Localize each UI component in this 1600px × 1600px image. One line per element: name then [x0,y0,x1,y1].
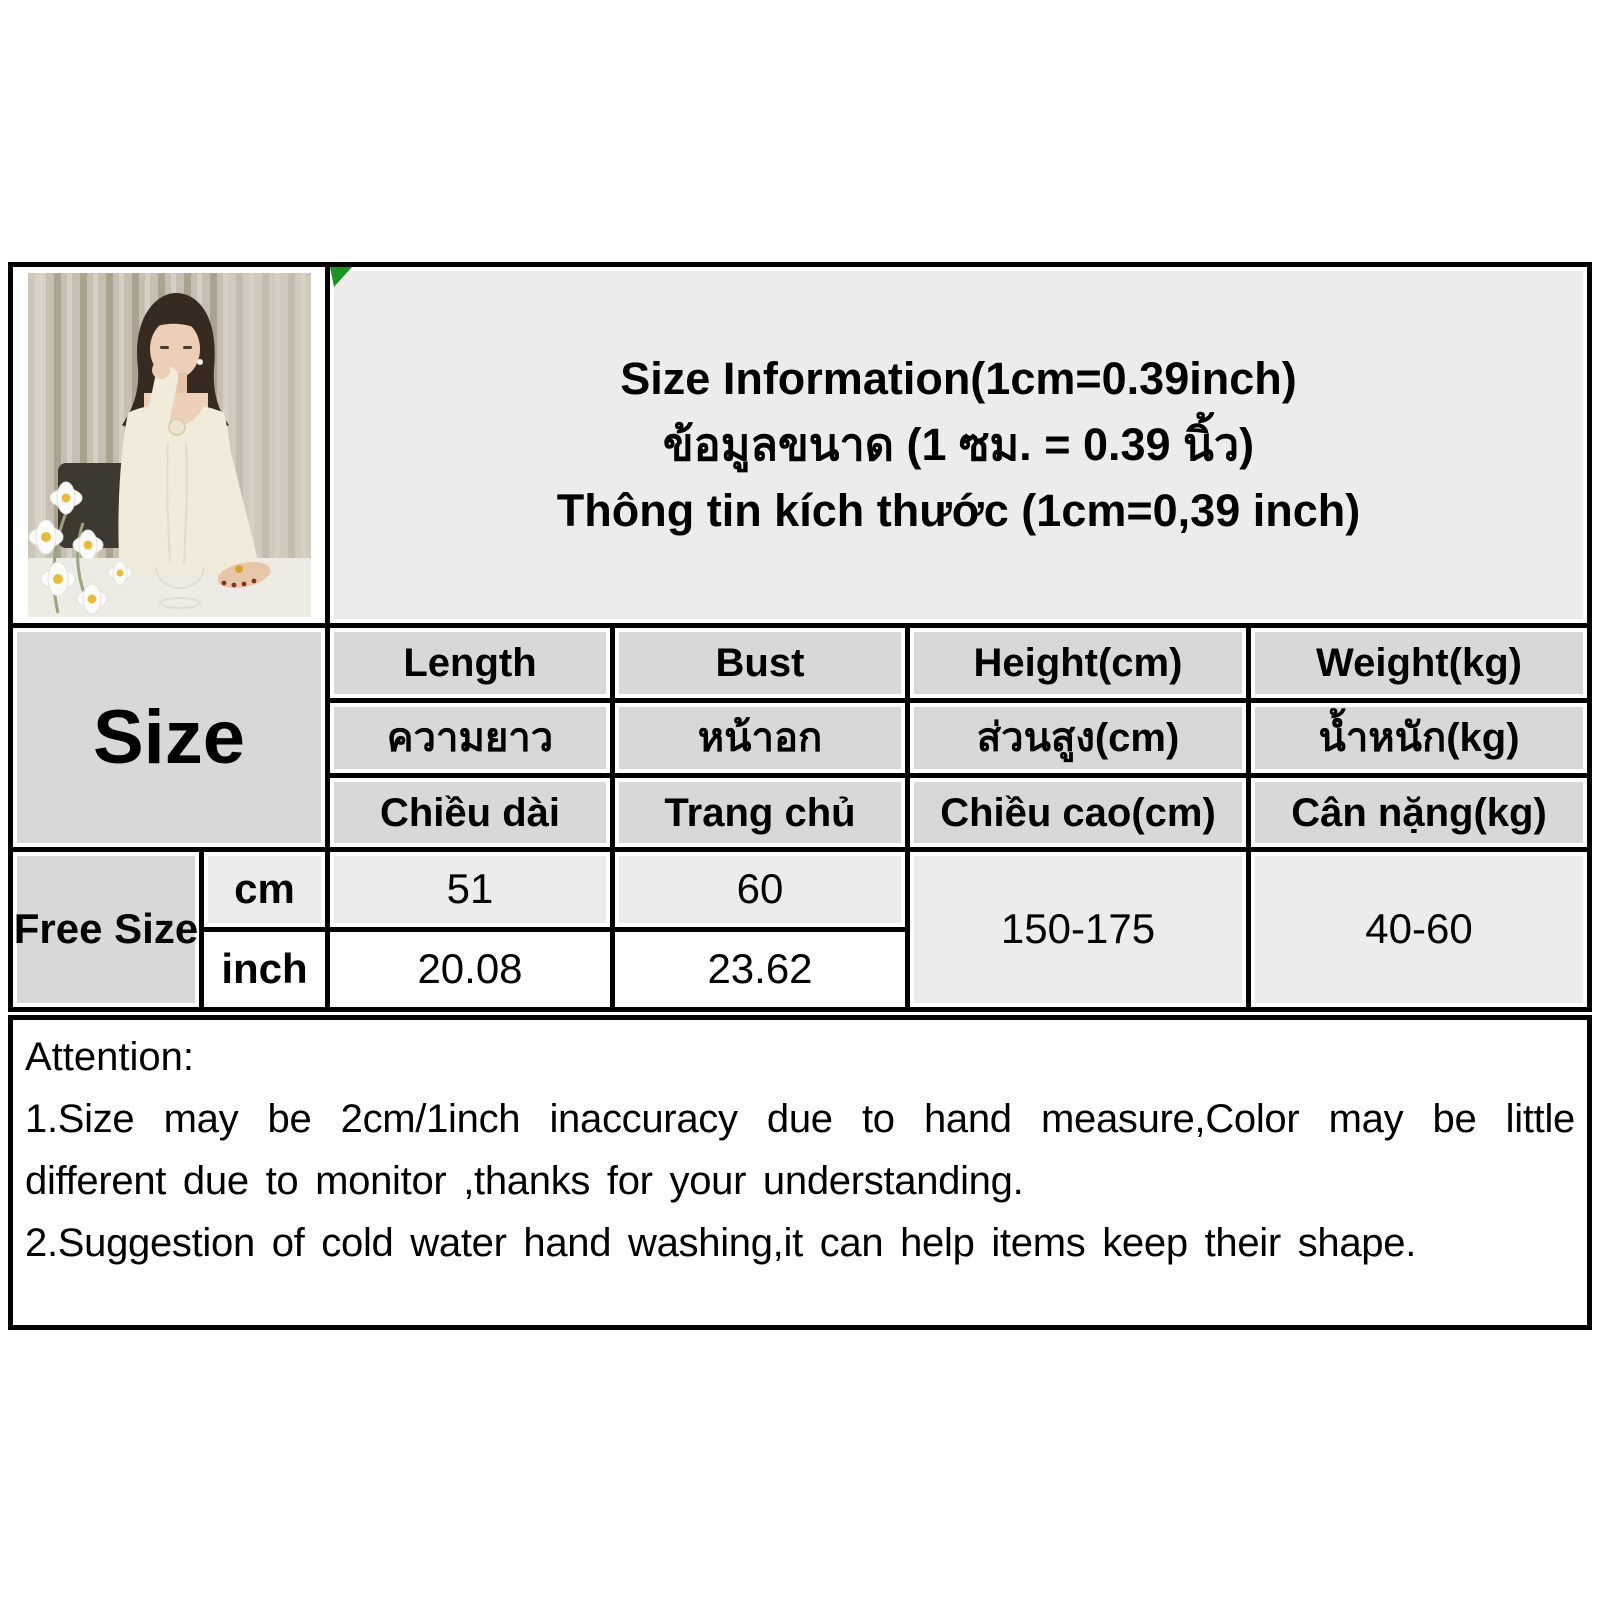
raised-sleeve [134,366,178,487]
value-height-range: 150-175 [910,852,1246,1007]
size-corner-label: Size [13,628,325,847]
header-weight-en: Weight(kg) [1251,628,1587,698]
header-height-vi: Chiều cao(cm) [910,778,1246,847]
attention-note: Attention: 1.Size may be 2cm/1inch inacc… [8,1015,1592,1330]
unit-inch: inch [204,932,325,1007]
title-vietnamese: Thông tin kích thước (1cm=0,39 inch) [556,485,1361,536]
attention-line-1: 1.Size may be 2cm/1inch inaccuracy due t… [25,1097,1575,1203]
header-length-th: ความยาว [330,703,610,773]
title-thai: ข้อมูลขนาด (1 ซม. = 0.39 นิ้ว) [662,419,1255,470]
header-bust-en: Bust [615,628,905,698]
attention-title: Attention: [25,1035,195,1079]
value-length-inch: 20.08 [330,932,610,1007]
hand-on-table [216,561,271,589]
product-photo-cell [13,267,325,623]
header-bust-th: หน้าอก [615,703,905,773]
chair [57,463,130,548]
title-cell: Size Information(1cm=0.39inch) ข้อมูลขนา… [330,267,1587,623]
header-height-en: Height(cm) [910,628,1246,698]
attention-line-2: 2.Suggestion of cold water hand washing,… [25,1221,1417,1265]
header-weight-th: น้ำหนัก(kg) [1251,703,1587,773]
header-weight-vi: Cân nặng(kg) [1251,778,1587,847]
row-label-free-size: Free Size [13,852,199,1007]
value-length-cm: 51 [330,852,610,927]
header-length-vi: Chiều dài [330,778,610,847]
corner-marker-icon [330,267,352,287]
value-weight-range: 40-60 [1251,852,1587,1007]
orchid-flowers [28,481,132,615]
right-sleeve [200,424,257,572]
product-photo [27,273,311,617]
raised-hand [151,361,170,379]
header-height-th: ส่วนสูง(cm) [910,703,1246,773]
model-figure [117,293,271,589]
unit-cm: cm [204,852,325,927]
value-bust-cm: 60 [615,852,905,927]
title-english: Size Information(1cm=0.39inch) [620,353,1297,404]
wine-glass [154,566,205,609]
value-bust-inch: 23.62 [615,932,905,1007]
size-table: Size Information(1cm=0.39inch) ข้อมูลขนา… [8,262,1592,1012]
header-length-en: Length [330,628,610,698]
header-bust-vi: Trang chủ [615,778,905,847]
